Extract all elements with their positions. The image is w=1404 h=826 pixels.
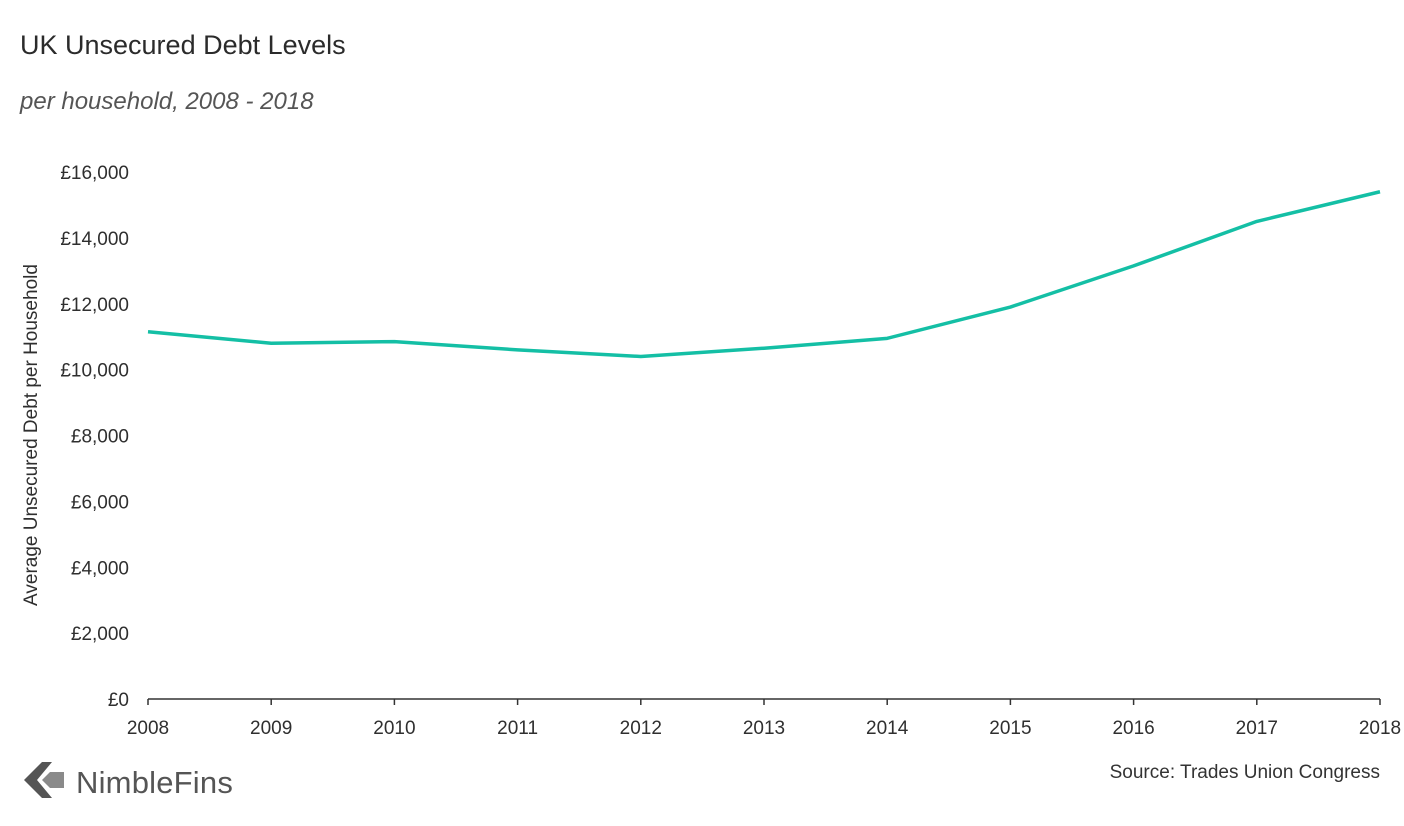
x-tick-label: 2010	[373, 718, 415, 739]
y-tick-label: £8,000	[71, 427, 129, 448]
y-tick-label: £0	[108, 690, 129, 711]
y-axis-ticks: £0 £2,000 £4,000 £6,000 £8,000 £10,000 £12,000…	[60, 163, 129, 711]
y-tick-label: £16,000	[60, 163, 129, 184]
y-tick-label: £4,000	[71, 558, 129, 579]
source-note: Source: Trades Union Congress	[1109, 762, 1380, 783]
x-tick-label: 2018	[1359, 718, 1401, 739]
series-line	[147, 190, 1381, 359]
x-tick-label: 2008	[127, 718, 169, 739]
y-tick-label: £10,000	[60, 361, 129, 382]
x-tick-label: 2013	[743, 718, 785, 739]
x-tick-label: 2014	[866, 718, 909, 739]
chart-subtitle: per household, 2008 - 2018	[20, 88, 314, 115]
y-tick-label: £14,000	[60, 229, 129, 250]
y-axis-label: Average Unsecured Debt per Household	[21, 264, 42, 606]
chart-title: UK Unsecured Debt Levels	[20, 30, 346, 60]
chevron-left-icon	[20, 760, 66, 805]
x-tick-label: 2015	[989, 718, 1031, 739]
y-tick-label: £2,000	[71, 624, 129, 645]
x-tick-label: 2009	[250, 718, 292, 739]
logo-text: NimbleFins	[76, 764, 234, 800]
y-tick-label: £12,000	[60, 295, 129, 316]
x-tick-label: 2012	[620, 718, 662, 739]
x-tick-label: 2017	[1236, 718, 1278, 739]
y-tick-label: £6,000	[71, 492, 129, 513]
x-axis-ticks: 2008 2009 2010 2011 2012 2013 2014 2015 2016 2017…	[127, 699, 1401, 739]
x-tick-label: 2016	[1112, 718, 1154, 739]
line-chart: Average Unsecured Debt per Household £0£…	[21, 163, 1401, 739]
x-tick-label: 2011	[497, 718, 538, 739]
nimblefins-logo: NimbleFins	[20, 760, 233, 805]
